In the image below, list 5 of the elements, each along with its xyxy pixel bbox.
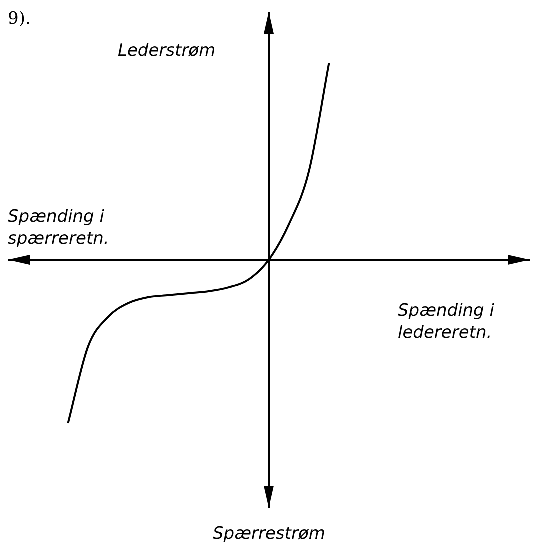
- y-axis-title: Lederstrøm: [118, 40, 216, 62]
- annotation: Spænding i spærreretn.: [8, 206, 110, 250]
- x-axis-title: Spænding i ledereretn.: [398, 300, 496, 344]
- text: 9).: [8, 8, 31, 30]
- text: Spærrestrøm: [213, 523, 326, 545]
